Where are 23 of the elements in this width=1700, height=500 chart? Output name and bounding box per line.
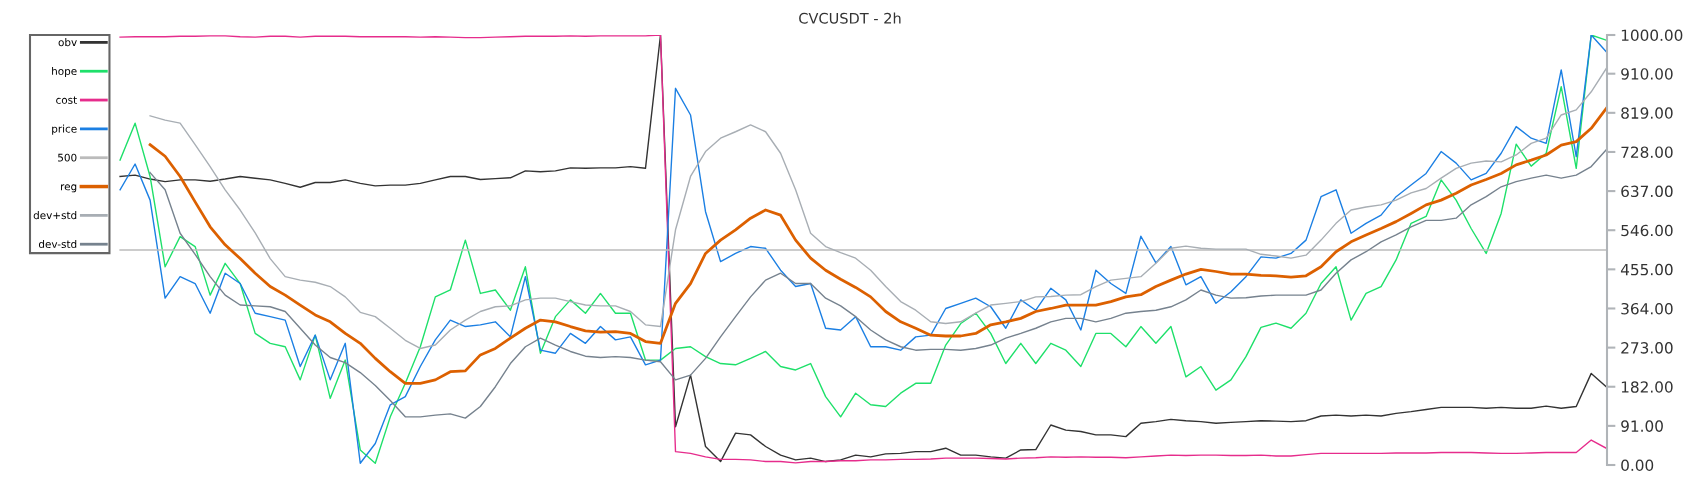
y-tick-label: 182.00 [1621, 381, 1673, 393]
y-tick-label: 910.00 [1621, 68, 1673, 80]
legend-label: 500 [58, 153, 77, 162]
legend-label: cost [56, 96, 77, 104]
line-series [149, 149, 1607, 419]
y-tick-label: 1000.00 [1621, 29, 1683, 42]
line-series [148, 107, 1607, 385]
legend-label: dev-std [38, 239, 77, 249]
chart-title: CVCUSDT - 2h [799, 12, 901, 24]
y-tick-label: 0.00 [1621, 459, 1654, 472]
y-tick-label: 91.00 [1621, 420, 1663, 432]
y-tick-label: 637.00 [1621, 185, 1673, 198]
legend-label: dev+std [33, 211, 77, 220]
y-tick-label: 728.00 [1621, 146, 1673, 158]
y-tick-label: 819.00 [1621, 107, 1673, 119]
y-tick-label: 273.00 [1621, 342, 1673, 354]
legend-label: price [52, 124, 77, 135]
y-tick-label: 546.00 [1621, 224, 1673, 237]
legend-label: obv [58, 38, 77, 47]
y-tick-label: 455.00 [1620, 263, 1673, 276]
legend-label: reg [61, 184, 77, 193]
legend-label: hope [52, 66, 77, 78]
y-tick-label: 364.00 [1621, 302, 1673, 315]
